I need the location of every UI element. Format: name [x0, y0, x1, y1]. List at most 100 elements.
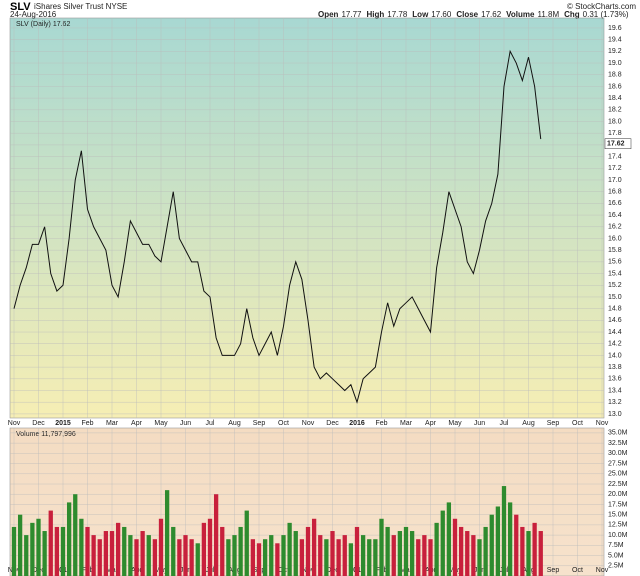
x-tick-label: May: [448, 420, 462, 427]
y-tick-label: 15.6: [608, 259, 622, 266]
volume-bar: [501, 486, 507, 576]
volume-bar: [11, 526, 17, 576]
volume-legend: Volume 11,797,996: [16, 431, 76, 438]
y-tick-label: 20.0M: [608, 491, 628, 498]
y-tick-label: 19.6: [608, 25, 622, 32]
volume-bar: [520, 526, 525, 576]
volume-bar: [483, 526, 488, 576]
price-legend: SLV (Daily) 17.62: [16, 21, 70, 28]
volume-bar: [109, 531, 115, 576]
volume-bar: [489, 514, 494, 576]
volume-bar: [85, 526, 90, 576]
volume-bar: [262, 539, 268, 576]
y-tick-label: 19.2: [608, 48, 622, 55]
y-tick-label: 5.0M: [608, 552, 624, 559]
volume-bar: [526, 531, 531, 576]
y-tick-label: 18.0: [608, 118, 622, 125]
volume-bar: [422, 535, 427, 576]
volume-bar: [36, 518, 41, 576]
x-tick-label: Apr: [131, 420, 143, 427]
volume-bar: [24, 535, 29, 576]
quote-value: 11.8M: [537, 10, 559, 19]
volume-bar: [428, 539, 433, 576]
quote-label: Close: [456, 10, 478, 19]
volume-bar: [48, 510, 53, 576]
y-tick-label: 13.0: [608, 411, 622, 418]
volume-bar: [293, 531, 298, 576]
volume-bar: [299, 539, 305, 576]
x-tick-label: Nov: [596, 420, 609, 427]
x-tick-label: 2016: [349, 420, 365, 427]
volume-bar: [397, 531, 403, 576]
volume-bar: [220, 526, 225, 576]
volume-bar: [330, 531, 335, 576]
x-tick-label: Apr: [425, 420, 437, 427]
y-tick-label: 13.4: [608, 387, 622, 394]
volume-bar: [373, 539, 378, 576]
volume-bar: [91, 535, 96, 576]
volume-bar: [416, 539, 421, 576]
x-tick-label: Nov: [8, 420, 21, 427]
volume-bar: [281, 535, 286, 576]
volume-bar: [66, 502, 72, 576]
y-tick-label: 13.2: [608, 399, 622, 406]
volume-bar: [507, 502, 513, 576]
volume-bar: [318, 535, 323, 576]
x-tick-label: Sep: [547, 567, 560, 574]
volume-bar: [115, 522, 121, 576]
volume-bar: [354, 526, 360, 576]
y-tick-label: 10.0M: [608, 532, 628, 539]
y-tick-label: 19.4: [608, 36, 622, 43]
x-tick-label: Feb: [81, 420, 93, 427]
x-tick-label: Oct: [572, 567, 583, 574]
volume-bar: [336, 539, 341, 576]
x-tick-label: Aug: [228, 420, 241, 427]
volume-bar: [452, 518, 458, 576]
volume-bar: [471, 535, 476, 576]
volume-bar: [171, 526, 176, 576]
y-tick-label: 14.6: [608, 317, 622, 324]
last-price-label: 17.62: [607, 141, 625, 148]
y-tick-label: 30.0M: [608, 450, 628, 457]
volume-bar: [177, 539, 182, 576]
y-tick-label: 18.2: [608, 107, 622, 114]
volume-bar: [287, 522, 292, 576]
y-tick-label: 18.8: [608, 72, 622, 79]
y-tick-label: 32.5M: [608, 440, 628, 447]
volume-bar: [269, 535, 274, 576]
volume-bar: [250, 539, 256, 576]
volume-bar: [201, 522, 207, 576]
volume-bar: [213, 494, 219, 576]
y-tick-label: 35.0M: [608, 430, 628, 437]
volume-bar: [146, 535, 151, 576]
quote-label: Chg: [564, 10, 580, 19]
volume-bar: [305, 526, 311, 576]
volume-bar: [122, 526, 127, 576]
quote-label: Volume: [506, 10, 535, 19]
volume-bar: [348, 543, 354, 576]
y-tick-label: 17.8: [608, 130, 622, 137]
volume-bar: [275, 543, 280, 576]
volume-bar: [183, 535, 188, 576]
volume-bar: [495, 506, 501, 576]
y-tick-label: 2.5M: [608, 563, 624, 570]
volume-bar: [409, 531, 415, 576]
volume-bar: [465, 531, 470, 576]
x-tick-label: Feb: [375, 420, 387, 427]
quote-label: High: [366, 10, 384, 19]
y-tick-label: 17.4: [608, 153, 622, 160]
volume-bar: [342, 535, 347, 576]
y-tick-label: 19.0: [608, 60, 622, 67]
volume-bar: [311, 518, 317, 576]
y-tick-label: 17.2: [608, 165, 622, 172]
volume-bar: [140, 531, 145, 576]
quote-value: 17.60: [431, 10, 452, 19]
volume-bar: [79, 518, 84, 576]
volume-bar: [30, 522, 35, 576]
volume-bar: [385, 526, 390, 576]
x-tick-label: Oct: [572, 420, 583, 427]
volume-bar: [158, 518, 164, 576]
last-price-box: [604, 138, 632, 149]
x-tick-label: Dec: [326, 420, 339, 427]
